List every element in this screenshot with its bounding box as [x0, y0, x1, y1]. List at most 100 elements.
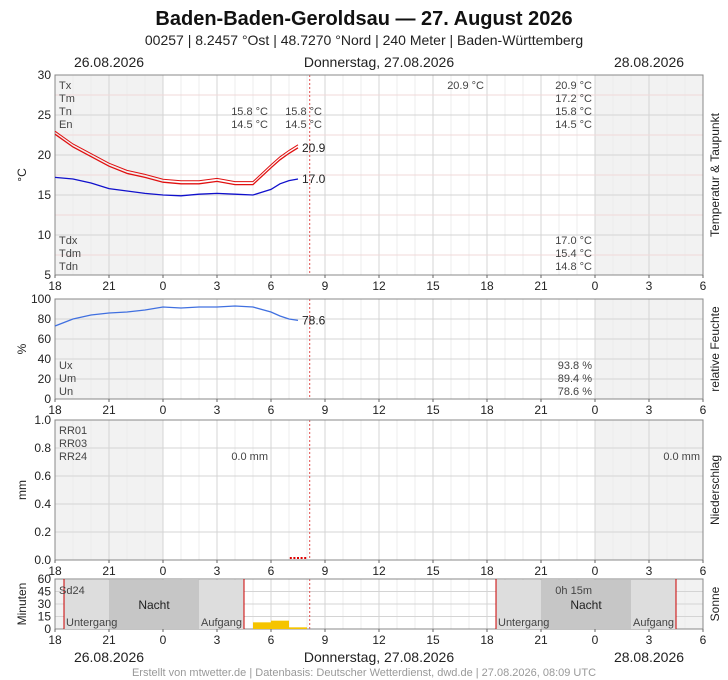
precipitation-xtick-label: 18: [48, 564, 62, 578]
precipitation-xtick-label: 6: [700, 564, 707, 578]
sun-bar: [253, 622, 271, 629]
humidity-xtick-label: 18: [48, 403, 62, 417]
humidity-xtick-label: 18: [480, 403, 494, 417]
sunshine-xtick-label: 15: [426, 633, 440, 647]
temperature-side-label: Temperatur & Taupunkt: [708, 112, 722, 237]
humidity-ytick-label: 0: [44, 392, 51, 406]
sunshine-xtick-label: 21: [102, 633, 116, 647]
sunshine-ytick-label: 15: [38, 610, 52, 624]
temp-stat-label: Tm: [59, 93, 75, 105]
humidity-ylabel: %: [15, 343, 29, 354]
precipitation-xtick-label: 21: [534, 564, 548, 578]
humidity-xtick-label: 0: [160, 403, 167, 417]
dew-stat-label: Tdm: [59, 248, 81, 260]
humidity-stat-value: 78.6 %: [558, 386, 592, 398]
precipitation-ytick-label: 0.6: [34, 469, 51, 483]
temperature-ytick-label: 25: [38, 108, 52, 122]
temp-stat-label: Tn: [59, 106, 72, 118]
sunrise-label: Aufgang: [633, 617, 674, 629]
precipitation-ytick-label: 0.8: [34, 441, 51, 455]
humidity-xtick-label: 0: [592, 403, 599, 417]
date-left-bottom: 26.08.2026: [74, 649, 144, 665]
humidity-stat-label: Um: [59, 373, 76, 385]
precip-label: RR24: [59, 451, 87, 463]
sunshine-xtick-label: 21: [534, 633, 548, 647]
humidity-xtick-label: 12: [372, 403, 386, 417]
sunshine-xtick-label: 3: [214, 633, 221, 647]
precipitation-ytick-label: 1.0: [34, 413, 51, 427]
temperature-xtick-label: 6: [268, 279, 275, 293]
precipitation-xtick-label: 15: [426, 564, 440, 578]
sunrise-label: Aufgang: [201, 617, 242, 629]
date-center: Donnerstag, 27.08.2026: [304, 54, 454, 70]
precip-label: RR01: [59, 425, 87, 437]
temperature-xtick-label: 21: [534, 279, 548, 293]
sunshine-xtick-label: 18: [48, 633, 62, 647]
sun-bar: [289, 627, 307, 629]
day1-tn-value: 15.8 °C: [231, 106, 268, 118]
humidity-ytick-label: 100: [31, 292, 51, 306]
humidity-xtick-label: 3: [214, 403, 221, 417]
humidity-ytick-label: 80: [38, 312, 52, 326]
sunshine-xtick-label: 6: [268, 633, 275, 647]
humidity-side-label: relative Feuchte: [708, 306, 722, 392]
sunshine-ylabel: Minuten: [15, 583, 29, 626]
footer-credit: Erstellt von mtwetter.de | Datenbasis: D…: [132, 667, 596, 679]
precip-day3-total: 0.0 mm: [663, 451, 700, 463]
temperature-xtick-label: 15: [426, 279, 440, 293]
sunshine-ytick-label: 45: [38, 585, 52, 599]
page-title: Baden-Baden-Geroldsau — 27. August 2026: [155, 8, 572, 30]
temp-stat-label: Tx: [59, 80, 72, 92]
precipitation-ytick-label: 0.2: [34, 525, 51, 539]
temperature-xtick-label: 12: [372, 279, 386, 293]
humidity-xtick-label: 21: [534, 403, 548, 417]
humidity-stat-label: Un: [59, 386, 73, 398]
humidity-stat-value: 93.8 %: [558, 360, 592, 372]
sunshine-ytick-label: 0: [44, 622, 51, 636]
date-right-bottom: 28.08.2026: [614, 649, 684, 665]
sunset-label: Untergang: [66, 617, 117, 629]
night-band-inner: [541, 580, 631, 629]
sunshine-xtick-label: 3: [646, 633, 653, 647]
humidity-line: [54, 305, 299, 327]
temperature-end-label: 20.9: [302, 141, 326, 155]
rain-mark: [293, 557, 296, 559]
sunshine-label: Sd24: [59, 585, 85, 597]
sunshine-xtick-label: 18: [480, 633, 494, 647]
humidity-xtick-label: 6: [700, 403, 707, 417]
temperature-xtick-label: 3: [214, 279, 221, 293]
temperature-max-line: [54, 130, 299, 183]
precipitation-ytick-label: 0.4: [34, 497, 51, 511]
humidity-ytick-label: 20: [38, 372, 52, 386]
day3-tdm-value: 15.4 °C: [555, 248, 592, 260]
dew-stat-label: Tdn: [59, 261, 78, 273]
sunshine-xtick-label: 6: [700, 633, 707, 647]
rain-mark: [300, 557, 303, 559]
sunshine-ytick-label: 30: [38, 597, 52, 611]
temperature-xtick-label: 18: [48, 279, 62, 293]
date-left: 26.08.2026: [74, 54, 144, 70]
day2-en-value: 14.5 °C: [285, 119, 322, 131]
temperature-ytick-label: 15: [38, 188, 52, 202]
day1-en-value: 14.5 °C: [231, 119, 268, 131]
humidity-end-label: 78.6: [302, 313, 326, 327]
temperature-xtick-label: 3: [646, 279, 653, 293]
humidity-ytick-label: 60: [38, 332, 52, 346]
day3-tn-value: 15.8 °C: [555, 106, 592, 118]
temperature-xtick-label: 18: [480, 279, 494, 293]
day2-tx-value: 20.9 °C: [447, 80, 484, 92]
rain-mark: [304, 557, 307, 559]
temperature-xtick-label: 21: [102, 279, 116, 293]
date-right: 28.08.2026: [614, 54, 684, 70]
humidity-ytick-label: 40: [38, 352, 52, 366]
humidity-stat-label: Ux: [59, 360, 73, 372]
humidity-xtick-label: 3: [646, 403, 653, 417]
sunshine-xtick-label: 0: [160, 633, 167, 647]
night-band-inner: [109, 580, 199, 629]
precipitation-xtick-label: 0: [160, 564, 167, 578]
night-label: Nacht: [570, 598, 602, 612]
precipitation-xtick-label: 21: [102, 564, 116, 578]
rain-mark: [297, 557, 299, 559]
day3-tx-value: 20.9 °C: [555, 80, 592, 92]
